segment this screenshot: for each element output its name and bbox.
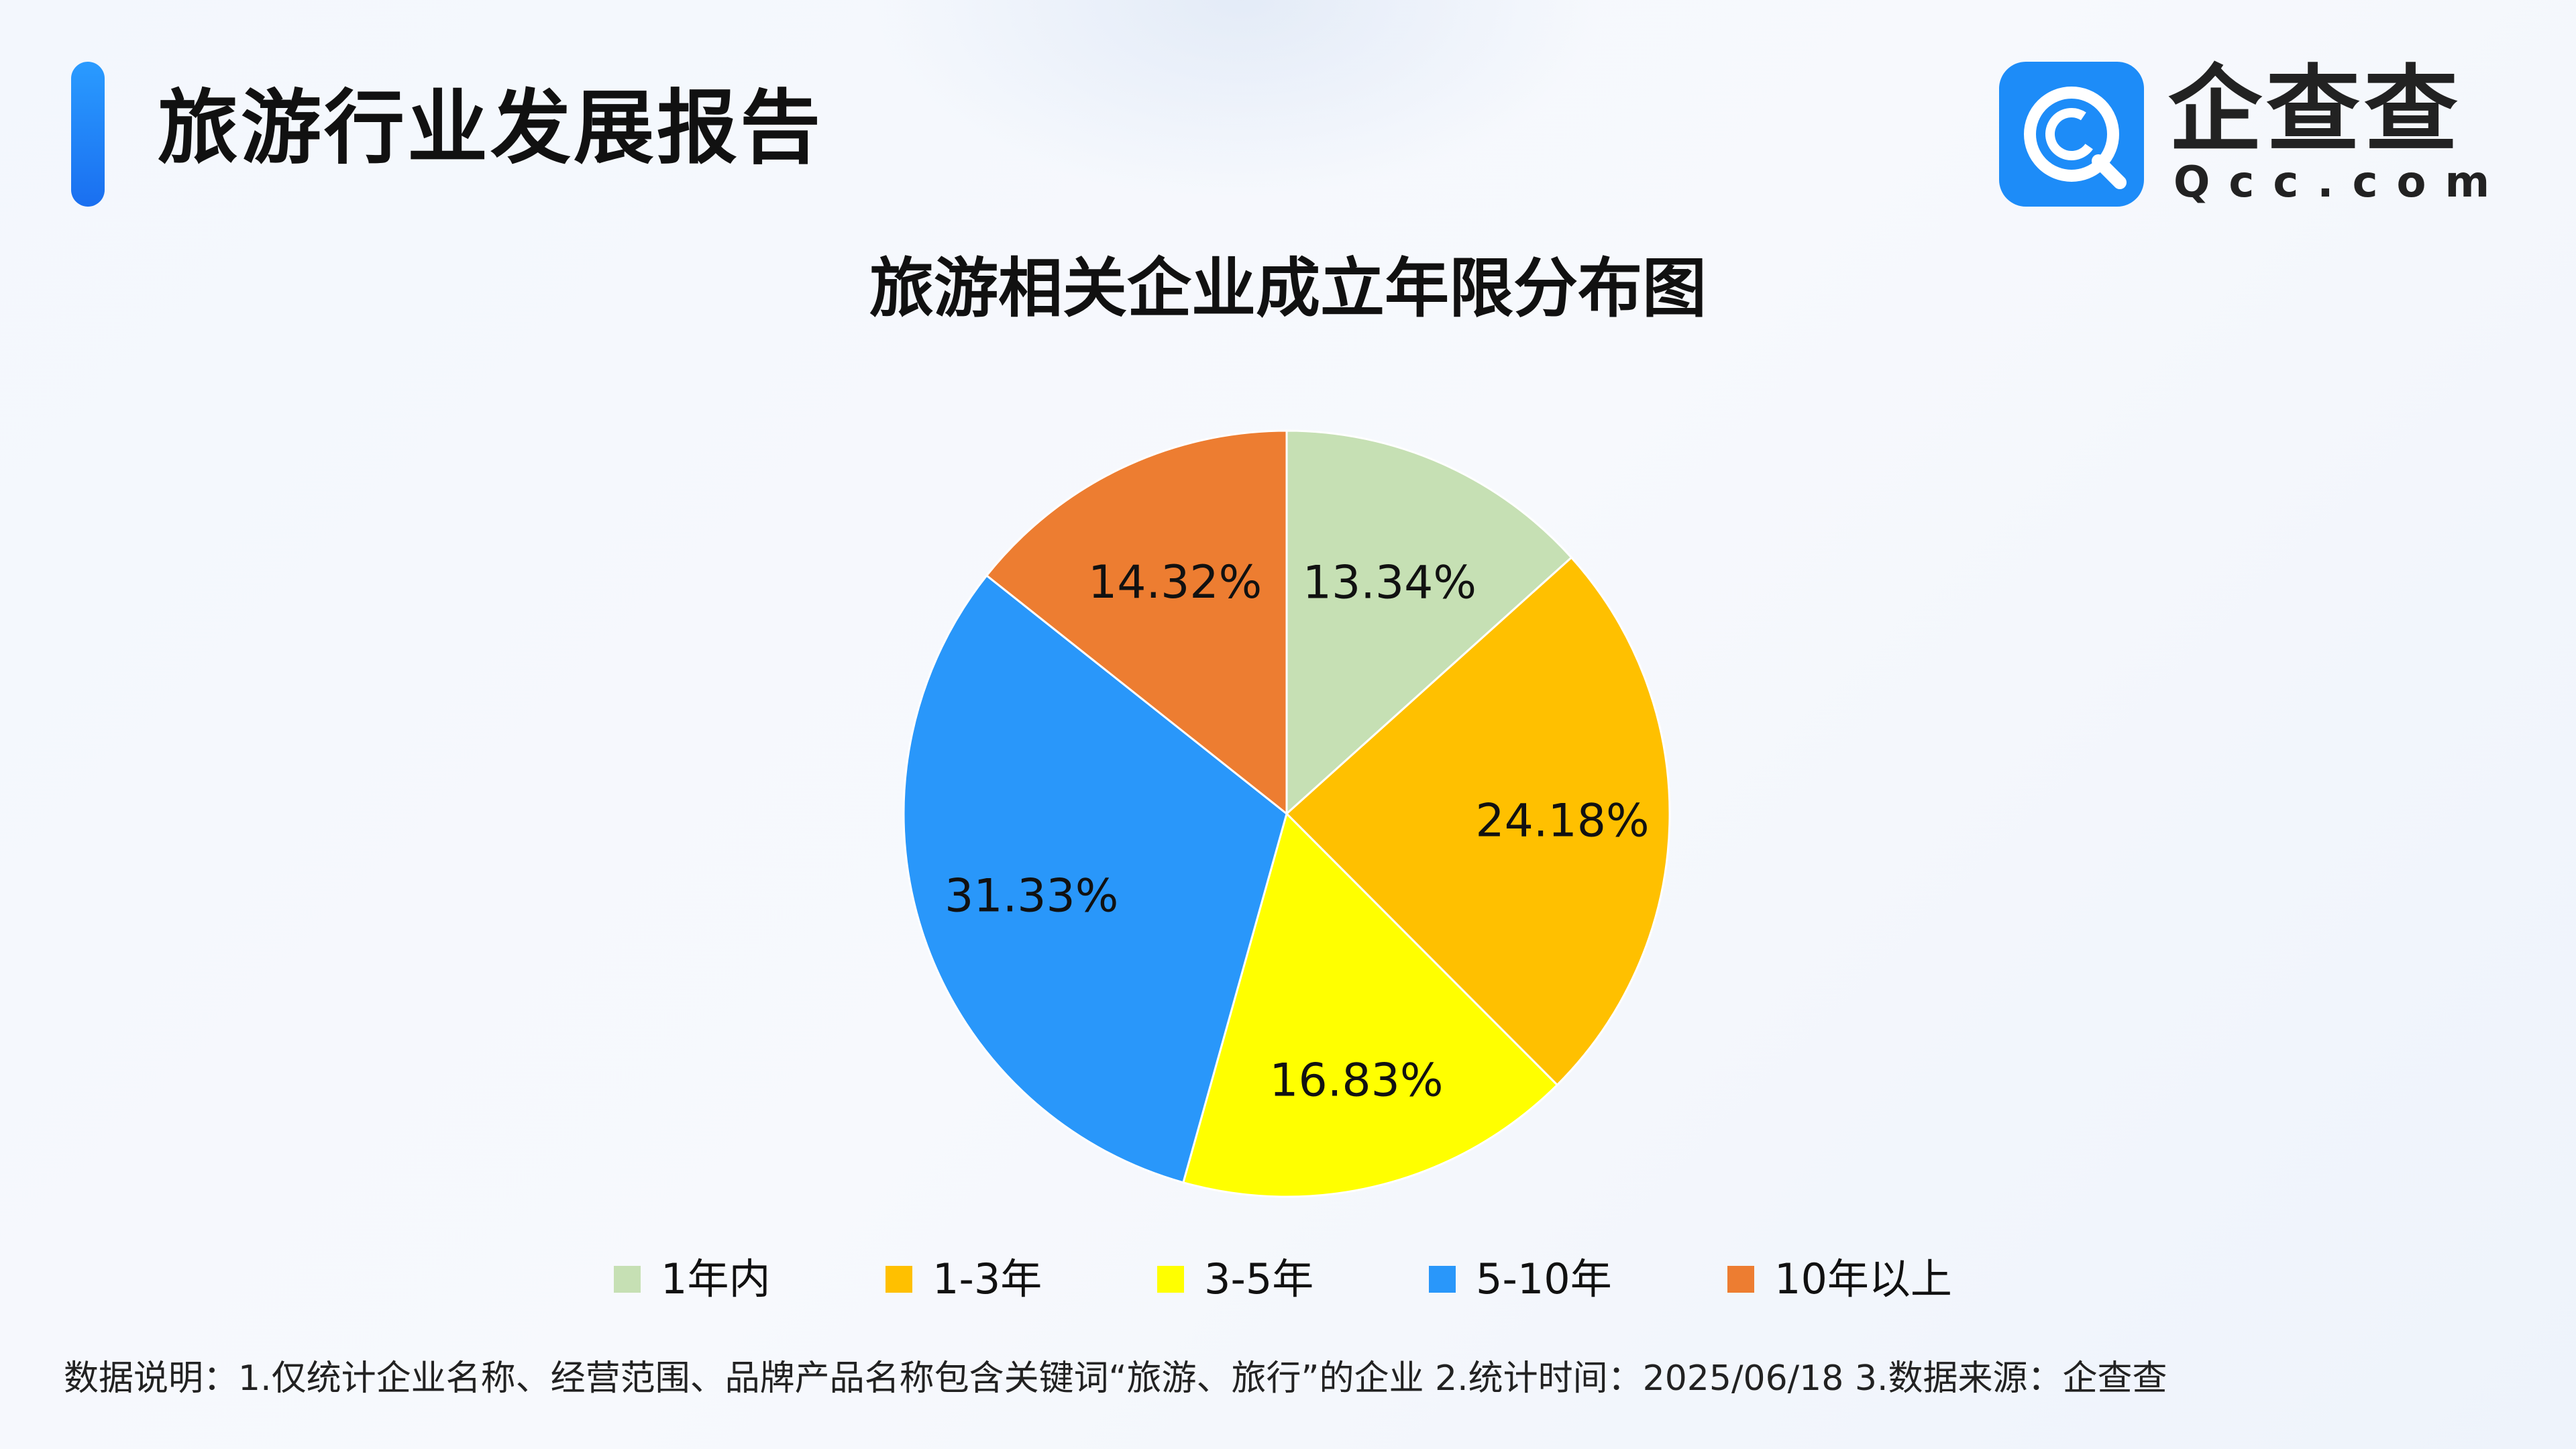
legend-swatch [614,1265,641,1293]
pie-slice-3 [1182,812,1559,1198]
legend-item-1: 1年内 [614,1249,770,1309]
pie-slice-5 [985,429,1288,816]
title-accent-bar [71,62,105,207]
chart-title: 旅游相关企业成立年限分布图 [869,251,1707,326]
legend-item-3: 3-5年 [1157,1249,1313,1309]
legend-label: 1-3年 [932,1254,1042,1303]
pie-label-1: 13.34% [1303,556,1477,609]
legend-label: 3-5年 [1204,1254,1314,1303]
footer-note: 数据说明：1.仅统计企业名称、经营范围、品牌产品名称包含关键词“旅游、旅行”的企… [64,1358,2167,1399]
legend-item-4: 5-10年 [1429,1249,1612,1309]
legend-swatch [885,1265,912,1293]
legend-item-5: 10年以上 [1727,1249,1952,1309]
legend-swatch [1429,1265,1456,1293]
report-title: 旅游行业发展报告 [158,82,823,175]
pie-slice-2 [1285,555,1671,1087]
legend-swatch [1157,1265,1184,1293]
pie-label-3: 16.83% [1269,1054,1443,1107]
pie-slice-1 [1285,429,1573,816]
legend-item-2: 1-3年 [885,1249,1042,1309]
logo-name-en: Qcc.com [2174,158,2509,207]
pie-label-2: 24.18% [1475,795,1649,848]
pie-slice-4 [902,574,1288,1184]
legend-label: 5-10年 [1476,1254,1612,1303]
legend-swatch [1727,1265,1754,1293]
qcc-logo-icon [1999,62,2144,207]
pie-label-5: 14.32% [1088,556,1262,609]
legend-label: 1年内 [661,1254,771,1303]
legend-label: 10年以上 [1774,1254,1952,1303]
pie-label-4: 31.33% [945,870,1118,923]
logo-name-cn: 企查查 [2168,56,2463,165]
